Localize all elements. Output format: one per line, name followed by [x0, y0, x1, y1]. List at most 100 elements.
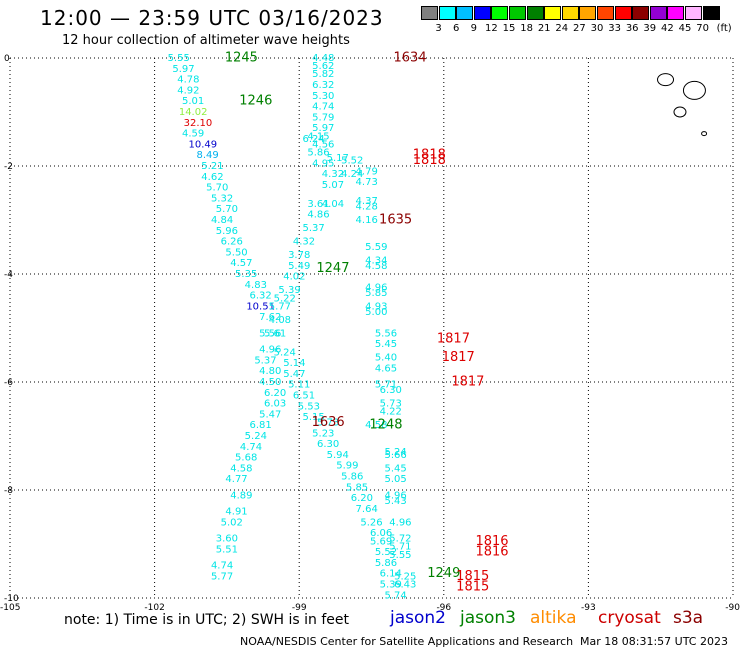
wave-height-label: 4.58 — [230, 463, 252, 474]
wave-height-label: 4.32 — [322, 169, 344, 180]
wave-height-label: 4.80 — [259, 366, 281, 377]
wave-height-label: 4.83 — [245, 280, 267, 291]
wave-height-label: 5.85 — [346, 482, 368, 493]
wave-height-label: 4.34 — [365, 256, 387, 267]
pass-time-label: 1815 — [456, 569, 489, 584]
wave-height-label: 5.79 — [312, 112, 334, 123]
colorbar-swatch — [473, 6, 491, 20]
pass-time-label: 1635 — [379, 213, 412, 228]
wave-height-label: 7.64 — [356, 504, 378, 515]
wave-height-label: 6.14 — [380, 569, 402, 580]
wave-height-label: 5.61 — [264, 328, 286, 339]
wave-height-label: 8.49 — [196, 150, 218, 161]
colorbar-swatch — [632, 6, 650, 20]
x-tick-label: -102 — [144, 603, 164, 613]
y-tick-label: -8 — [4, 486, 13, 496]
wave-height-label: 4.96 — [259, 345, 281, 356]
wave-height-label: 4.59 — [182, 129, 204, 140]
colorbar-tick-label: 36 — [625, 23, 639, 34]
wave-height-label: 6.32 — [250, 291, 272, 302]
wave-height-label: 6.03 — [264, 399, 286, 410]
wave-height-label: 4.73 — [356, 177, 378, 188]
wave-height-label: 5.97 — [172, 64, 194, 75]
wave-height-label: 5.01 — [182, 96, 204, 107]
wave-height-label: 5.26 — [360, 517, 382, 528]
wave-height-label: 6.43 — [394, 580, 416, 591]
wave-height-label: 5.47 — [283, 369, 305, 380]
colorbar-tick-label: 9 — [470, 23, 477, 34]
pass-time-label: 1818 — [413, 153, 446, 168]
wave-height-label: 6.30 — [317, 439, 339, 450]
colorbar-tick-label: 45 — [678, 23, 692, 34]
y-tick-label: 0 — [4, 54, 10, 64]
colorbar-swatch — [685, 6, 702, 20]
wave-height-label: 14.02 — [179, 107, 208, 118]
x-tick-label: -90 — [725, 603, 740, 613]
colorbar-swatch — [438, 6, 456, 20]
y-tick-label: -2 — [4, 162, 13, 172]
wave-height-label: 4.93 — [365, 301, 387, 312]
wave-height-label: 6.24 — [303, 134, 325, 145]
colorbar-tick-label: 39 — [643, 23, 657, 34]
wave-height-label: 5.22 — [274, 293, 296, 304]
x-tick-label: -96 — [436, 603, 451, 613]
pass-time-label: 1817 — [451, 375, 484, 390]
wave-height-label: 4.92 — [177, 85, 199, 96]
wave-height-label: 5.74 — [384, 590, 406, 601]
wave-height-label: 5.55 — [168, 53, 190, 64]
wave-height-label: 4.78 — [177, 75, 199, 86]
wave-height-label: 5.72 — [389, 534, 411, 545]
credit-text: NOAA/NESDIS Center for Satellite Applica… — [240, 635, 574, 648]
colorbar-unit-label: (ft) — [716, 23, 732, 34]
colorbar-swatch — [421, 6, 438, 20]
island-outline — [657, 73, 675, 87]
wave-height-label: 5.05 — [384, 474, 406, 485]
wave-height-label: 4.02 — [283, 272, 305, 283]
x-tick-label: -93 — [581, 603, 596, 613]
colorbar-tick-label: 12 — [485, 23, 498, 34]
wave-height-label: 10.51 — [246, 301, 275, 312]
wave-height-label: 4.22 — [380, 407, 402, 418]
legend-cryosat: cryosat — [598, 608, 661, 628]
pass-time-label: 1818 — [413, 148, 446, 163]
pass-time-label: 1634 — [394, 51, 427, 66]
pass-time-label: 1245 — [225, 51, 258, 66]
colorbar-swatch — [597, 6, 614, 20]
pass-time-label: 1246 — [239, 94, 272, 109]
wave-height-label: 5.14 — [283, 358, 305, 369]
wave-height-label: 5.07 — [322, 180, 344, 191]
wave-height-label: 5.43 — [384, 496, 406, 507]
y-tick-label: -10 — [4, 594, 19, 604]
wave-height-label: 4.74 — [312, 102, 334, 113]
wave-height-label: 5.86 — [375, 558, 397, 569]
wave-height-label: 4.65 — [375, 364, 397, 375]
wave-height-label: 5.59 — [365, 242, 387, 253]
wave-height-label: 6.32 — [312, 80, 334, 91]
wave-height-label: 5.39 — [278, 285, 300, 296]
wave-height-label: 5.02 — [221, 517, 243, 528]
wave-height-label: 4.16 — [356, 215, 378, 226]
wave-height-label: 4.62 — [201, 172, 223, 183]
colorbar-tick-label: 24 — [555, 23, 569, 34]
wave-height-label: 5.53 — [298, 401, 320, 412]
colorbar-swatch — [526, 6, 544, 20]
wave-height-label: 5.37 — [303, 223, 325, 234]
colorbar-swatch — [491, 6, 509, 20]
pass-time-label: 1249 — [427, 566, 460, 581]
wave-height-label: 5.23 — [312, 428, 334, 439]
wave-height-label: 5.24 — [245, 431, 267, 442]
legend-note: note: 1) Time is in UTC; 2) SWH is in fe… — [64, 612, 350, 628]
wave-height-label: 5.69 — [370, 536, 392, 547]
colorbar-tick-label: 6 — [453, 23, 460, 34]
colorbar-swatch — [561, 6, 579, 20]
wave-height-label: 5.21 — [201, 161, 223, 172]
legend-s3a: s3a — [673, 608, 704, 628]
wave-height-label: 5.71 — [375, 380, 397, 391]
wave-height-label: 5.52 — [375, 547, 397, 558]
wave-height-label: 5.56 — [375, 328, 397, 339]
wave-height-label: 5.73 — [380, 399, 402, 410]
wave-height-label: 4.74 — [211, 561, 233, 572]
wave-height-label: 4.37 — [356, 196, 378, 207]
colorbar-tick-label: 21 — [537, 23, 551, 34]
wave-height-label: 4.56 — [312, 139, 334, 150]
